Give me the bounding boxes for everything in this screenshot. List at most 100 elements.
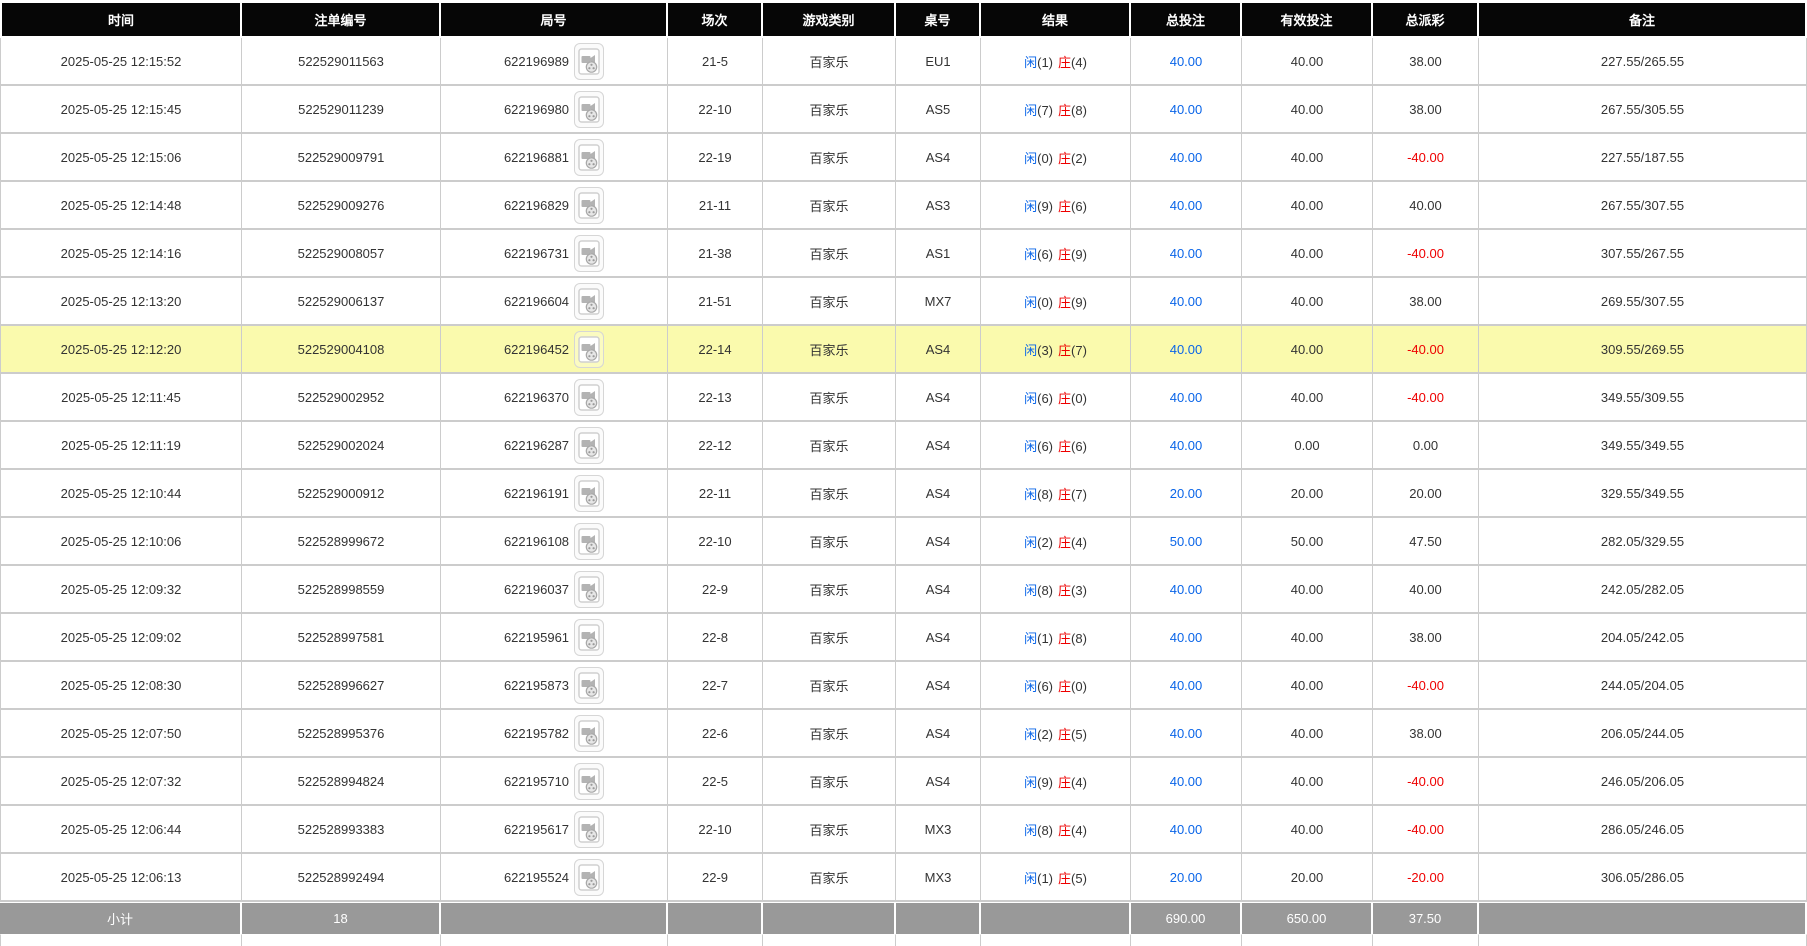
col-header-remark: 备注: [1479, 0, 1807, 38]
total-bet-link[interactable]: 40.00: [1169, 677, 1203, 693]
subtotal-total-bet: 690.00: [1131, 902, 1242, 934]
cell-round-number: 622196370: [441, 374, 668, 422]
video-replay-button[interactable]: [574, 234, 605, 272]
cell-result: 闲(9) 庄(6): [981, 182, 1131, 230]
col-header-valid-bet: 有效投注: [1242, 0, 1373, 38]
total-bet-link[interactable]: 40.00: [1169, 101, 1203, 117]
total-bet-link[interactable]: 40.00: [1169, 341, 1203, 357]
total-bet-link[interactable]: 40.00: [1169, 725, 1203, 741]
cell-time: 2025-05-25 12:09:02: [0, 614, 242, 662]
total-bet-link[interactable]: 40.00: [1169, 149, 1203, 165]
banker-result-label: 庄: [1058, 390, 1072, 406]
video-replay-button[interactable]: [574, 330, 605, 368]
video-replay-button[interactable]: [574, 474, 605, 512]
player-result-value: (2): [1037, 534, 1053, 550]
cell-valid-bet: 40.00: [1242, 806, 1373, 854]
cell-payout: 38.00: [1373, 614, 1479, 662]
cell-valid-bet: 40.00: [1242, 134, 1373, 182]
video-replay-button[interactable]: [574, 618, 605, 656]
cell-total-bet: 40.00: [1131, 710, 1242, 758]
video-replay-button[interactable]: [574, 810, 605, 848]
total-bet-link[interactable]: 50.00: [1169, 533, 1203, 549]
player-result-label: 闲: [1024, 822, 1038, 838]
table-row: 2025-05-25 12:09:32 522528998559 6221960…: [0, 566, 1807, 614]
cell-session: 22-14: [668, 326, 763, 374]
cell-total-bet: 40.00: [1131, 182, 1242, 230]
total-bet-link[interactable]: 40.00: [1169, 581, 1203, 597]
cell-total-bet: 40.00: [1131, 38, 1242, 86]
cell-table-number: AS4: [896, 758, 981, 806]
cell-result: 闲(1) 庄(5): [981, 854, 1131, 902]
cell-round-number: 622196108: [441, 518, 668, 566]
total-bet-link[interactable]: 40.00: [1169, 53, 1203, 69]
total-bet-link[interactable]: 40.00: [1169, 197, 1203, 213]
player-result-label: 闲: [1024, 534, 1038, 550]
cell-table-number: AS4: [896, 518, 981, 566]
cell-session: 22-10: [668, 86, 763, 134]
banker-result-value: (5): [1071, 870, 1087, 886]
cell-total-bet: 40.00: [1131, 86, 1242, 134]
player-result-value: (8): [1037, 486, 1053, 502]
cell-bet-number: 522529002024: [242, 422, 441, 470]
video-replay-button[interactable]: [574, 186, 605, 224]
total-bet-link[interactable]: 40.00: [1169, 245, 1203, 261]
cell-remark: 349.55/309.55: [1479, 374, 1807, 422]
cell-bet-number: 522529008057: [242, 230, 441, 278]
cell-payout: -20.00: [1373, 854, 1479, 902]
video-replay-button[interactable]: [574, 426, 605, 464]
banker-result-label: 庄: [1058, 438, 1072, 454]
cell-session: 22-13: [668, 374, 763, 422]
total-bet-link[interactable]: 40.00: [1169, 629, 1203, 645]
cell-bet-number: 522528994824: [242, 758, 441, 806]
cell-result: 闲(2) 庄(4): [981, 518, 1131, 566]
cell-time: 2025-05-25 12:14:16: [0, 230, 242, 278]
player-result-label: 闲: [1024, 294, 1038, 310]
video-replay-button[interactable]: [574, 570, 605, 608]
player-result-value: (0): [1037, 294, 1053, 310]
video-replay-button[interactable]: [574, 378, 605, 416]
cell-session: 21-38: [668, 230, 763, 278]
cell-bet-number: 522529002952: [242, 374, 441, 422]
total-bet-link[interactable]: 20.00: [1169, 485, 1203, 501]
cell-remark: 309.55/269.55: [1479, 326, 1807, 374]
table-row: 2025-05-25 12:07:32 522528994824 6221957…: [0, 758, 1807, 806]
total-bet-link[interactable]: 20.00: [1169, 869, 1203, 885]
cell-remark: 329.55/349.55: [1479, 470, 1807, 518]
banker-result-value: (4): [1071, 774, 1087, 790]
cell-time: 2025-05-25 12:12:20: [0, 326, 242, 374]
video-icon: [578, 719, 600, 747]
banker-result-value: (7): [1071, 486, 1087, 502]
cell-round-number: 622196191: [441, 470, 668, 518]
cell-total-bet: 20.00: [1131, 470, 1242, 518]
round-number-text: 622196989: [503, 53, 570, 69]
video-replay-button[interactable]: [574, 282, 605, 320]
round-number-text: 622196191: [503, 485, 570, 501]
cell-remark: 286.05/246.05: [1479, 806, 1807, 854]
round-number-text: 622196829: [503, 197, 570, 213]
player-result-value: (1): [1037, 870, 1053, 886]
video-replay-button[interactable]: [574, 858, 605, 896]
cell-remark: 269.55/307.55: [1479, 278, 1807, 326]
video-replay-button[interactable]: [574, 90, 605, 128]
video-replay-button[interactable]: [574, 138, 605, 176]
total-bet-link[interactable]: 40.00: [1169, 437, 1203, 453]
total-bet-link[interactable]: 40.00: [1169, 821, 1203, 837]
subtotal-label: 小计: [0, 902, 242, 934]
video-replay-button[interactable]: [574, 42, 605, 80]
cell-valid-bet: 40.00: [1242, 614, 1373, 662]
total-bet-link[interactable]: 40.00: [1169, 293, 1203, 309]
banker-result-value: (9): [1071, 246, 1087, 262]
video-replay-button[interactable]: [574, 522, 605, 560]
total-bet-link[interactable]: 40.00: [1169, 389, 1203, 405]
video-replay-button[interactable]: [574, 714, 605, 752]
cell-bet-number: 522528998559: [242, 566, 441, 614]
banker-result-value: (2): [1071, 150, 1087, 166]
cell-session: 22-5: [668, 758, 763, 806]
video-replay-button[interactable]: [574, 762, 605, 800]
total-bet-link[interactable]: 40.00: [1169, 773, 1203, 789]
player-result-value: (8): [1037, 582, 1053, 598]
cell-bet-number: 522529009791: [242, 134, 441, 182]
partial-row: [0, 934, 1807, 946]
video-replay-button[interactable]: [574, 666, 605, 704]
player-result-label: 闲: [1024, 150, 1038, 166]
